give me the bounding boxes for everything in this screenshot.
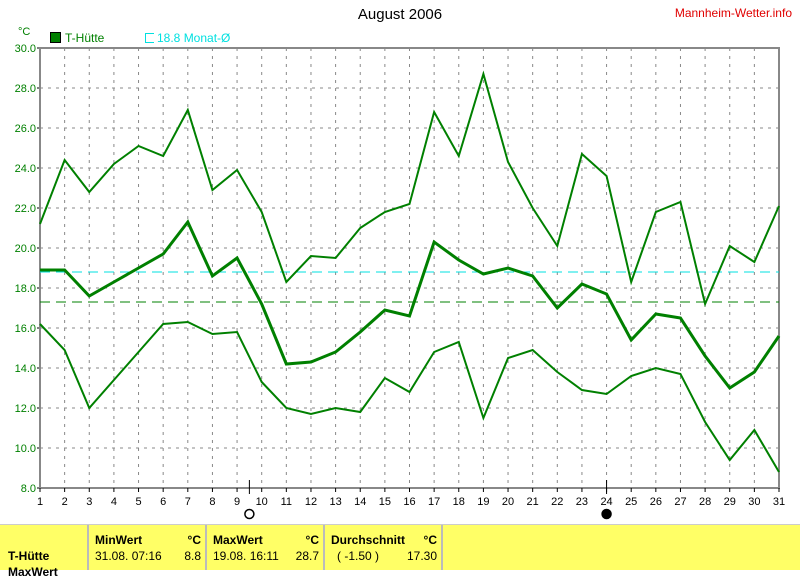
x-tick-label: 29 xyxy=(724,496,736,508)
avg-value: 17.30 xyxy=(406,549,437,563)
x-tick-label: 12 xyxy=(305,496,317,508)
y-tick-label: 12.0 xyxy=(15,403,36,415)
chart-plot: 8.0 10.0 12.0 14.0 16.0 18.0 20.0 22.0 24.0 26.0 2… xyxy=(15,43,785,520)
x-tick-label: 19 xyxy=(477,496,489,508)
x-tick-label: 1 xyxy=(37,496,43,508)
y-tick-label: 18.0 xyxy=(15,283,36,295)
legend-swatch xyxy=(50,32,61,43)
x-tick-label: 7 xyxy=(185,496,191,508)
full-moon-icon xyxy=(244,508,255,520)
y-tick-label: 26.0 xyxy=(15,123,36,135)
legend-label: 18.8 Monat-Ø xyxy=(157,31,231,45)
series-line-min xyxy=(39,320,780,473)
x-tick-label: 26 xyxy=(650,496,662,508)
x-tick-label: 30 xyxy=(748,496,760,508)
x-tick-label: 3 xyxy=(86,496,92,508)
min-date: 31.08. 07:16 xyxy=(95,549,162,563)
x-tick-label: 31 xyxy=(773,496,785,508)
x-tick-label: 10 xyxy=(256,496,268,508)
min-unit: °C xyxy=(187,533,201,547)
x-tick-label: 15 xyxy=(379,496,391,508)
stats-row-label: T-Hütte xyxy=(8,549,50,563)
chart-title: August 2006 xyxy=(357,6,443,23)
x-tick-label: 14 xyxy=(354,496,366,508)
series-line-mean xyxy=(40,219,781,391)
x-tick-label: 11 xyxy=(281,496,292,508)
x-tick-label: 22 xyxy=(551,496,563,508)
max-date: 19.08. 16:11 xyxy=(213,549,279,563)
stats-row2-label: MaxWert xyxy=(8,565,58,579)
x-tick-label: 27 xyxy=(674,496,686,508)
y-tick-label: 24.0 xyxy=(15,163,36,175)
x-tick-label: 25 xyxy=(625,496,637,508)
stats-min: MinWert °C 31.08. 07:16 8.8 xyxy=(87,525,205,570)
x-tick-label: 18 xyxy=(453,496,465,508)
min-header: MinWert xyxy=(95,533,143,547)
x-tick-label: 16 xyxy=(403,496,415,508)
x-tick-label: 20 xyxy=(502,496,514,508)
avg-unit: °C xyxy=(423,533,437,547)
max-unit: °C xyxy=(305,533,319,547)
y-tick-label: 8.0 xyxy=(21,483,36,495)
y-tick-label: 30.0 xyxy=(15,43,36,55)
stats-max: MaxWert °C 19.08. 16:11 28.7 xyxy=(205,525,323,570)
x-tick-label: 5 xyxy=(135,496,141,508)
max-value: 28.7 xyxy=(295,549,319,563)
y-tick-label: 20.0 xyxy=(15,243,36,255)
x-tick-label: 6 xyxy=(160,496,166,508)
stats-panel: T-Hütte MaxWert MinWert °C 31.08. 07:16 8.… xyxy=(0,524,800,579)
legend-series: T-Hütte xyxy=(50,31,104,45)
x-tick-label: 23 xyxy=(576,496,588,508)
x-tick-label: 21 xyxy=(527,496,539,508)
legend-swatch xyxy=(145,33,154,43)
y-tick-label: 28.0 xyxy=(15,83,36,95)
x-tick-label: 24 xyxy=(600,496,612,508)
min-value: 8.8 xyxy=(184,549,201,563)
max-header: MaxWert xyxy=(213,533,263,547)
y-tick-label: 16.0 xyxy=(15,323,36,335)
y-tick-label: 14.0 xyxy=(15,363,36,375)
x-tick-label: 17 xyxy=(428,496,440,508)
x-tick-label: 9 xyxy=(234,496,240,508)
site-link[interactable]: Mannheim-Wetter.info xyxy=(674,6,792,20)
x-tick-label: 4 xyxy=(111,496,117,508)
x-tick-label: 2 xyxy=(62,496,68,508)
y-axis-unit: °C xyxy=(18,26,31,38)
x-tick-label: 8 xyxy=(209,496,215,508)
y-tick-label: 10.0 xyxy=(15,443,36,455)
new-moon-icon xyxy=(601,508,612,520)
legend-mean: 18.8 Monat-Ø xyxy=(145,31,230,45)
avg-deviation: ( -1.50 ) xyxy=(337,549,380,563)
stats-avg: Durchschnitt °C ( -1.50 ) 17.30 xyxy=(323,525,443,570)
series-line-max xyxy=(39,70,780,308)
avg-header: Durchschnitt xyxy=(331,533,406,547)
legend-label: T-Hütte xyxy=(65,31,105,45)
x-tick-label: 28 xyxy=(699,496,711,508)
y-tick-label: 22.0 xyxy=(15,203,36,215)
x-tick-label: 13 xyxy=(329,496,341,508)
